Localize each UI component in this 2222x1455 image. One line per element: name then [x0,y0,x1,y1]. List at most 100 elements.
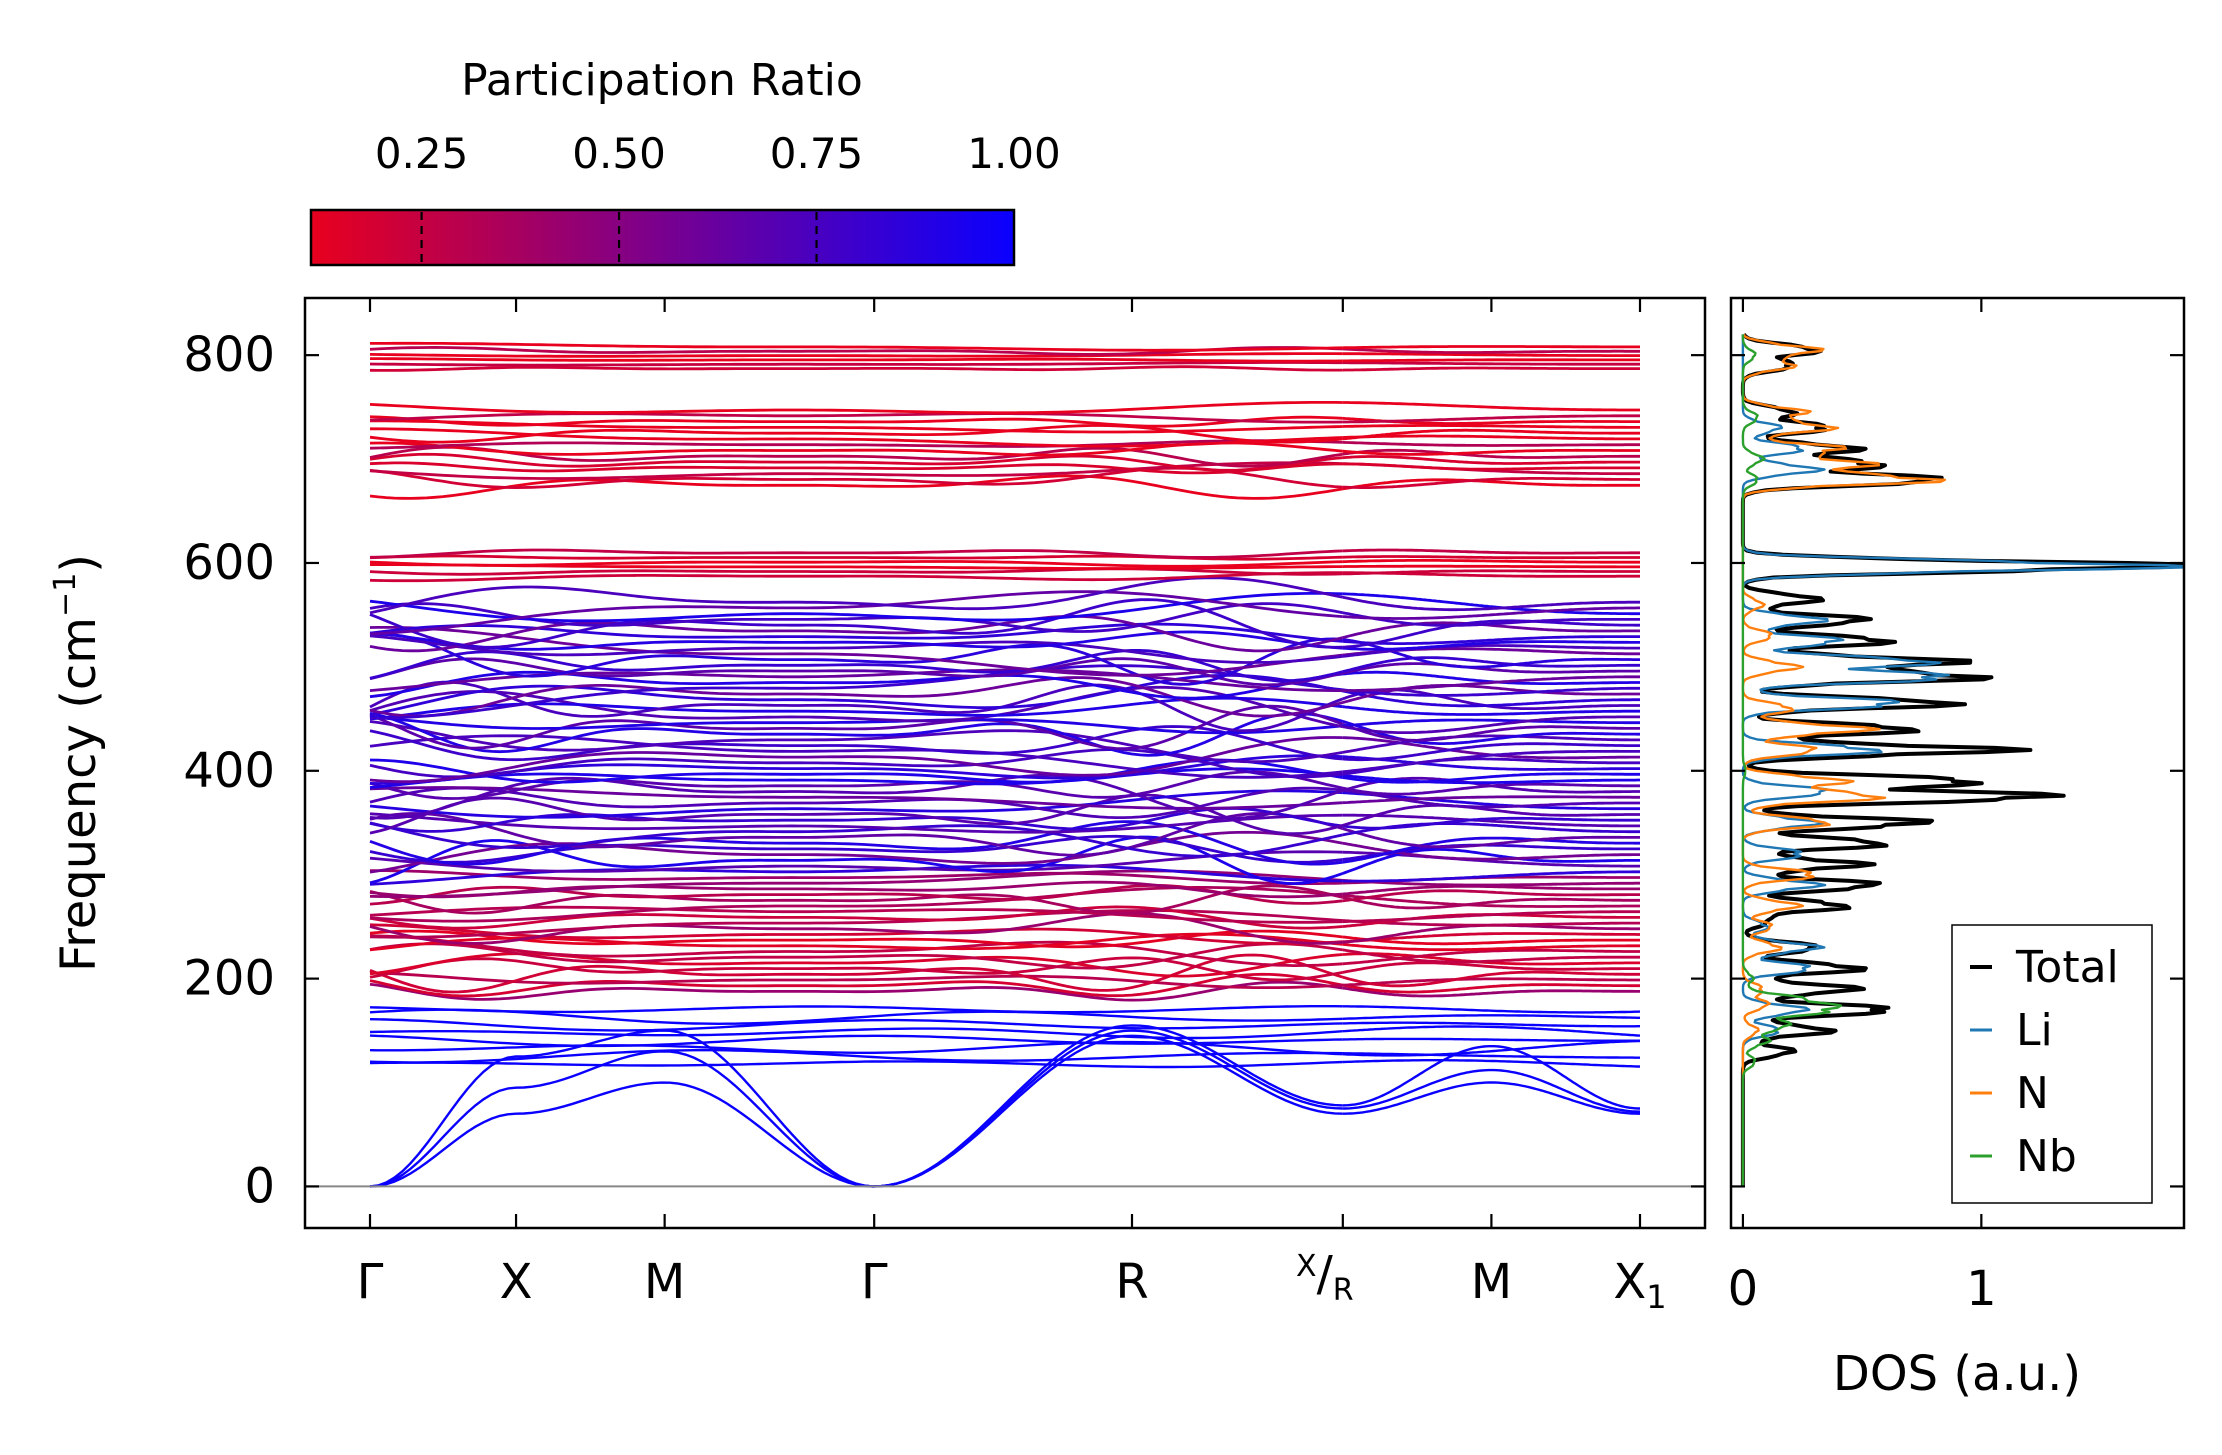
phonon-band [1342,970,1640,988]
phonon-band [1342,919,1640,927]
phonon-band [369,715,1343,735]
phonon-band [1342,977,1640,987]
phonon-band [369,786,1343,810]
phonon-band [1342,1058,1641,1068]
phonon-band [369,630,1343,651]
phonon-band [369,670,1343,700]
phonon-band [369,445,1344,468]
phonon-band [1342,722,1640,742]
phonon-band [369,789,1343,819]
phonon-band [1342,788,1640,809]
phonon-band [1342,742,1640,762]
phonon-band [1342,424,1640,429]
phonon-band [1342,782,1640,796]
phonon-band [1342,755,1640,771]
phonon-band [369,571,1343,583]
phonon-band [1342,640,1640,651]
phonon-band [1342,619,1640,649]
phonon-band [369,365,1343,372]
phonon-band [369,439,1343,450]
phonon-band [1342,889,1640,903]
phonon-band [369,767,1343,789]
phonon-band [369,452,1343,472]
phonon-band [369,934,1343,968]
phonon-band [369,576,1344,615]
colorbar-label: Participation Ratio [461,55,863,106]
phonon-band [369,905,1343,930]
legend-label: N [2016,1068,2049,1119]
phonon-band [1342,791,1640,811]
phonon-band [1342,548,1640,555]
phonon-band [369,770,1344,800]
phonon-band [1342,592,1640,616]
phonon-band [369,1027,1343,1040]
phonon-band [1342,345,1640,350]
dos-x-tick-label: 1 [1966,1261,1997,1317]
phonon-band [1342,559,1640,564]
phonon-band [1342,948,1640,964]
phonon-band [1342,943,1640,952]
y-tick-label: 400 [183,743,275,799]
k-point-label: X1 [1613,1254,1666,1316]
band-y-axis: 0 200 400 600 800 [183,327,1705,1214]
phonon-band [369,725,1343,762]
colorbar-tick-label: 0.50 [572,129,666,178]
phonon-band [1342,1014,1640,1020]
phonon-band [1342,455,1640,465]
phonon-band [1342,879,1640,887]
phonon-band [1342,606,1640,620]
phonon-band [369,863,1343,886]
phonon-band [1342,462,1640,471]
k-point-label: R [1115,1254,1148,1310]
dos-series [1740,333,2184,1187]
phonon-band [369,657,1344,687]
phonon-band [369,980,1344,1002]
dos-y-ticks [1731,354,2184,1188]
phonon-band [1342,932,1640,944]
phonon-band [1342,689,1640,708]
phonon-band [369,400,1343,415]
phonon-band [1342,686,1640,697]
phonon-band [369,736,1343,784]
k-point-label: Γ [861,1254,888,1310]
phonon-band [1342,774,1640,785]
phonon-band [369,971,1343,989]
phonon-band [1342,885,1640,896]
phonon-band [369,821,1344,858]
k-point-label: Γ [357,1254,384,1310]
phonon-band [1342,1025,1641,1037]
phonon-band [1342,983,1640,994]
phonon-band [1342,644,1640,658]
k-point-label: M [1471,1254,1512,1310]
phonon-band [1342,448,1640,459]
band-x-axis: Γ X M Γ R X/R M X1 [357,298,1667,1316]
phonon-band [369,953,1344,994]
phonon-band [369,676,1344,718]
phonon-band [1342,1039,1641,1057]
phonon-band [369,567,1343,576]
phonon-band [1342,870,1640,883]
phonon-band [1342,1005,1641,1014]
phonon-band [369,748,1343,779]
phonon-band [369,626,1343,677]
phonon-band [1342,720,1640,745]
phonon-band [1342,804,1640,827]
phonon-band [1342,569,1640,576]
phonon-band [1342,358,1640,363]
phonon-band [369,685,1344,729]
phonon-band [1342,705,1640,716]
phonon-band [1342,910,1640,924]
phonon-band [369,415,1343,428]
phonon-band [369,1005,1343,1014]
phonon-band [1342,1021,1640,1028]
colorbar-tick-label: 0.75 [770,129,864,178]
phonon-band [1342,935,1640,946]
phonon-band [369,592,1343,623]
phonon-band [1342,986,1640,998]
phonon-band [1342,795,1640,805]
colorbar-gradient [309,208,1016,267]
phonon-band [369,972,1344,998]
phonon-band [1342,952,1640,966]
